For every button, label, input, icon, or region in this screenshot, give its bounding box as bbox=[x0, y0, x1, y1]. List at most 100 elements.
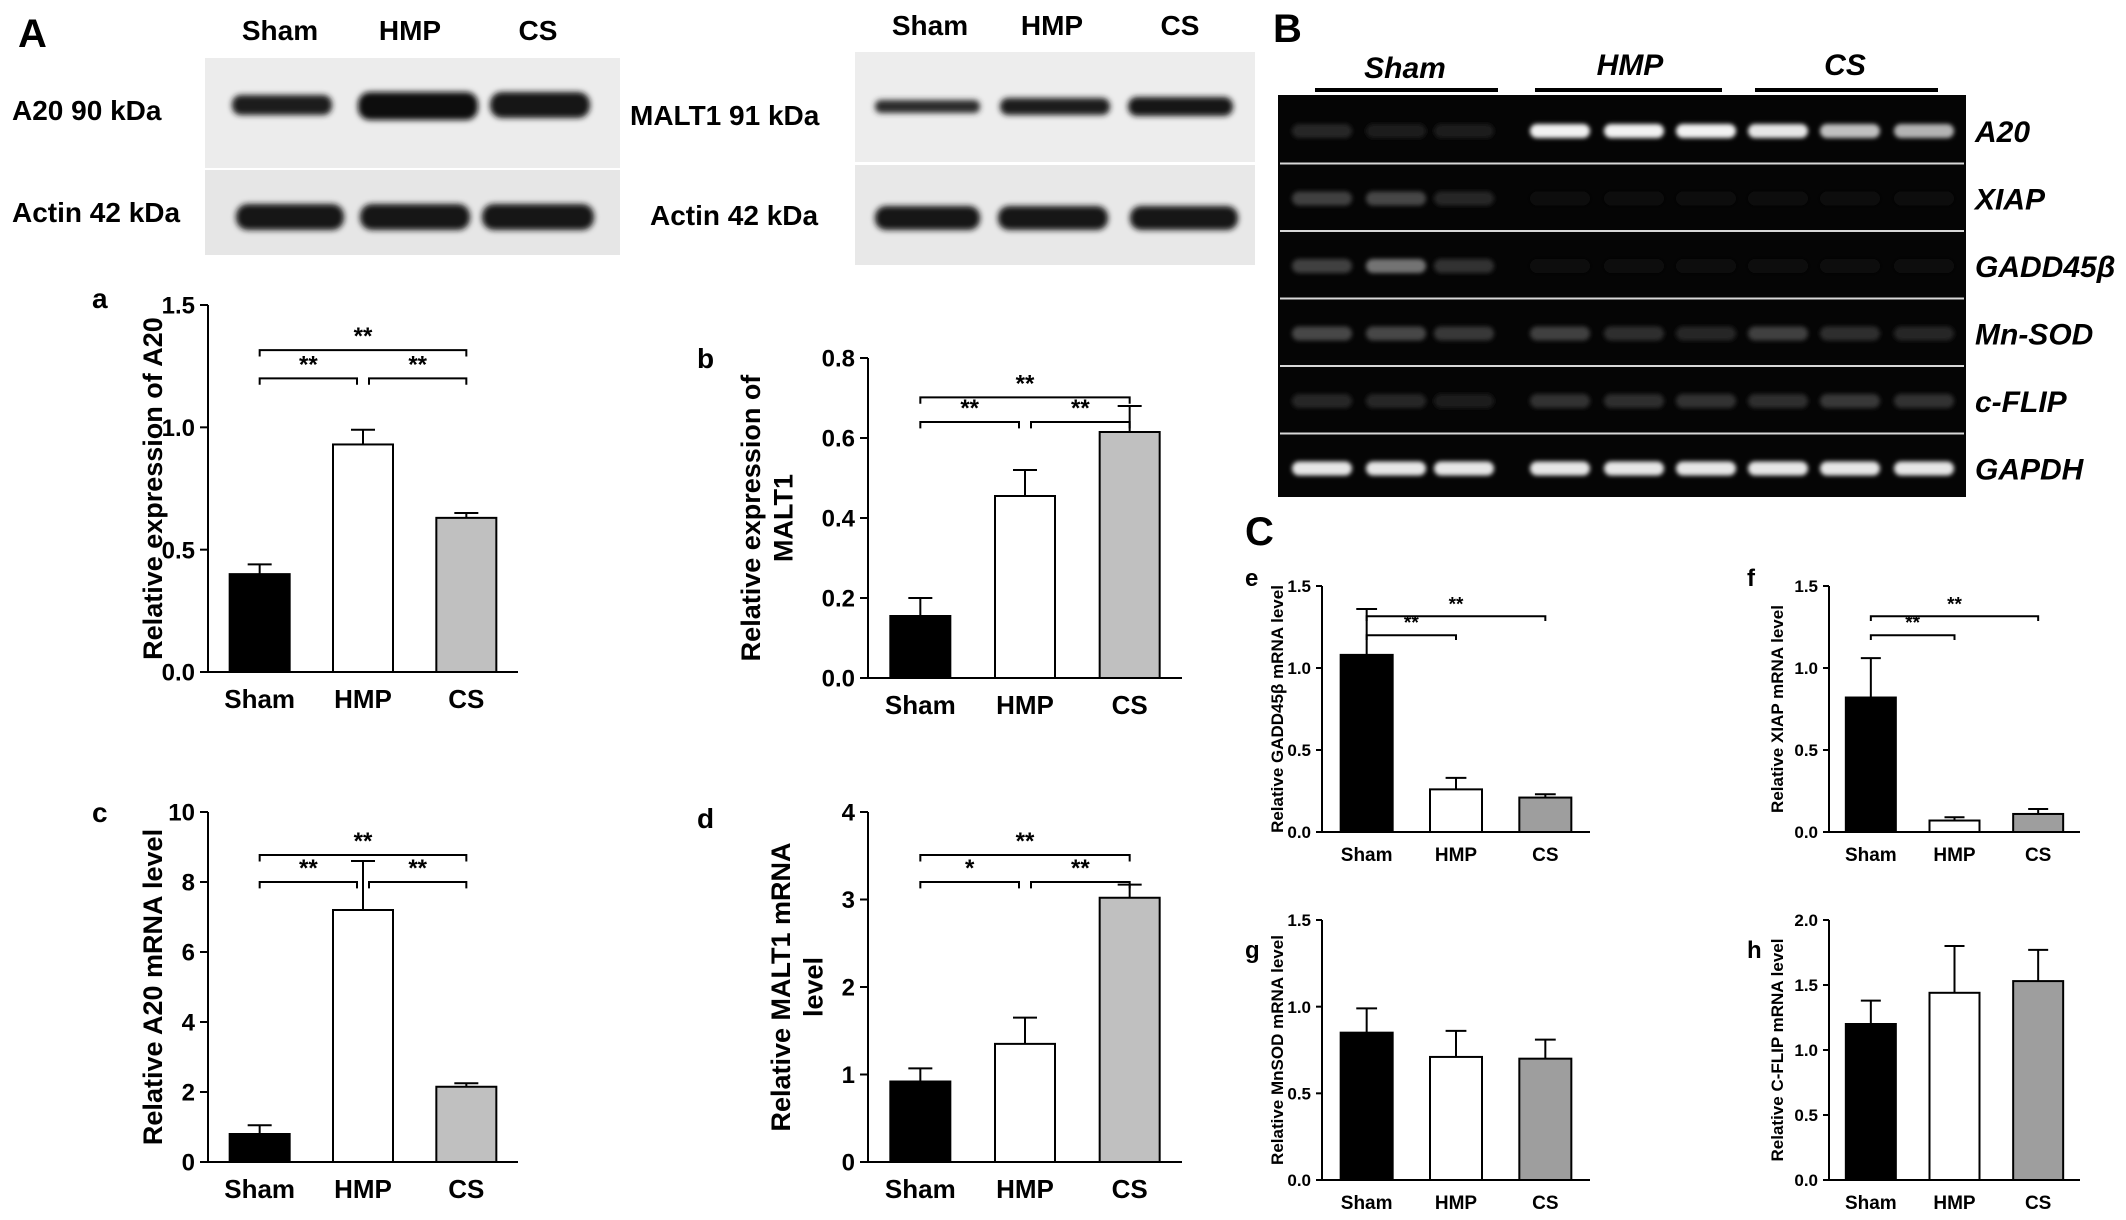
chart-b-bar-sham bbox=[889, 615, 952, 679]
gel-band-a20-lane-6 bbox=[1676, 124, 1736, 138]
blot1-band-a20-sham bbox=[232, 95, 332, 115]
chart-d-y-tick-label: 0 bbox=[842, 1150, 855, 1177]
chart-f-y-tick-label: 1.0 bbox=[1794, 659, 1818, 678]
chart-c-x-label-cs: CS bbox=[448, 1174, 484, 1204]
gel-band-gapdh-lane-2 bbox=[1366, 461, 1426, 476]
gel-band-c-flip-lane-5 bbox=[1604, 394, 1664, 408]
chart-a-sig-label: ** bbox=[354, 323, 373, 350]
blot2-actin-label: Actin 42 kDa bbox=[650, 200, 818, 231]
gel-band-gadd45-lane-7 bbox=[1748, 259, 1808, 273]
chart-h-x-label-hmp: HMP bbox=[1933, 1193, 1976, 1214]
chart-e: e 0.0 0.5 1.0 1.5 Sham HMP CS ** ** Relative GADD4… bbox=[1245, 565, 1590, 866]
gel-band-mn-sod-lane-8 bbox=[1820, 326, 1880, 341]
panel-label-A: A bbox=[18, 12, 47, 56]
gel-band-gadd45-lane-6 bbox=[1676, 259, 1736, 273]
chart-c: c 0 2 4 6 8 10 Sham HMP CS ** ** ** Relative A20 mRNA… bbox=[92, 797, 518, 1204]
chart-f-sig-label: ** bbox=[1947, 594, 1962, 615]
chart-a-sig-label: ** bbox=[299, 351, 318, 378]
gel-row-label-gadd45: GADD45β bbox=[1975, 251, 2115, 284]
chart-h-y-tick-label: 0.0 bbox=[1794, 1171, 1818, 1190]
gel-row-label-gapdh: GAPDH bbox=[1975, 454, 2085, 487]
gel-group-sham: Sham bbox=[1364, 52, 1446, 85]
chart-h-x-label-cs: CS bbox=[2025, 1193, 2051, 1214]
gel-band-gadd45-lane-3 bbox=[1434, 259, 1494, 273]
gel-band-a20-lane-2 bbox=[1366, 124, 1426, 138]
gel-band-gadd45-lane-5 bbox=[1604, 259, 1664, 273]
chart-e-y-axis-title-line: Relative GADD45β mRNA level bbox=[1268, 585, 1287, 833]
blot2-band-actin-cs bbox=[1130, 206, 1238, 230]
chart-b-sig-label: ** bbox=[960, 395, 979, 422]
chart-d-y-axis-title-line: level bbox=[798, 957, 828, 1017]
gel-band-a20-lane-3 bbox=[1434, 124, 1494, 138]
chart-e-sig-bracket bbox=[1365, 615, 1547, 622]
chart-g-y-axis-title: Relative MnSOD mRNA level bbox=[1268, 935, 1287, 1165]
chart-d-sig-label: ** bbox=[1071, 855, 1090, 882]
malt1-western-blot: Sham HMP CS MALT1 91 kDa Actin 42 kDa bbox=[630, 10, 1255, 265]
gel-band-gapdh-lane-9 bbox=[1894, 461, 1954, 476]
chart-a-bar-sham bbox=[228, 573, 291, 674]
blot1-lane-sham: Sham bbox=[242, 15, 318, 46]
gel-band-mn-sod-lane-3 bbox=[1434, 326, 1494, 341]
gel-group-cs: CS bbox=[1824, 49, 1866, 82]
gel-band-c-flip-lane-9 bbox=[1894, 394, 1954, 408]
chart-f: f 0.0 0.5 1.0 1.5 Sham HMP CS ** ** Relative XIAP … bbox=[1747, 565, 2080, 866]
chart-a-y-tick-label: 0.0 bbox=[162, 660, 195, 687]
a20-western-blot: Sham HMP CS A20 90 kDa Actin 42 kDa bbox=[12, 15, 620, 255]
chart-e-x-label-sham: Sham bbox=[1341, 845, 1393, 866]
chart-b-bar-cs bbox=[1098, 431, 1161, 679]
chart-e-x-label-hmp: HMP bbox=[1435, 845, 1478, 866]
chart-c-y-tick-label: 6 bbox=[182, 940, 195, 967]
chart-b-bar-hmp bbox=[994, 495, 1056, 679]
chart-h-y-axis-title: Relative C-FLIP mRNA level bbox=[1768, 939, 1787, 1162]
gel-band-gapdh-lane-4 bbox=[1530, 461, 1590, 476]
chart-g-y-tick-label: 1.0 bbox=[1287, 998, 1311, 1017]
gel-band-gapdh-lane-1 bbox=[1292, 461, 1352, 476]
chart-c-y-tick-label: 8 bbox=[182, 870, 195, 897]
blot1-lane-cs: CS bbox=[519, 15, 558, 46]
chart-a-y-tick-label: 1.0 bbox=[162, 415, 195, 442]
chart-b-panel-label: b bbox=[697, 343, 714, 374]
chart-e-panel-label: e bbox=[1245, 565, 1258, 592]
panel-label-B: B bbox=[1273, 7, 1302, 51]
gel-band-mn-sod-lane-6 bbox=[1676, 326, 1736, 341]
chart-a-panel-label: a bbox=[92, 283, 108, 314]
chart-g-x-label-cs: CS bbox=[1532, 1193, 1558, 1214]
gel-band-c-flip-lane-6 bbox=[1676, 394, 1736, 408]
chart-f-sig-bracket bbox=[1869, 634, 1956, 640]
gel-band-xiap-lane-5 bbox=[1604, 191, 1664, 206]
chart-c-sig-label: ** bbox=[408, 855, 427, 882]
blot1-band-actin-cs bbox=[482, 204, 594, 230]
chart-a-x-label-hmp: HMP bbox=[334, 684, 392, 714]
chart-d-y-axis-title: Relative MALT1 mRNAlevel bbox=[766, 842, 828, 1131]
chart-a-sig-bracket bbox=[258, 349, 468, 357]
blot1-band-a20-hmp bbox=[358, 92, 478, 120]
blot1-actin-label: Actin 42 kDa bbox=[12, 197, 180, 228]
chart-d-x-label-hmp: HMP bbox=[996, 1174, 1054, 1204]
gel-band-mn-sod-lane-9 bbox=[1894, 326, 1954, 341]
chart-g-y-tick-label: 1.5 bbox=[1287, 911, 1311, 930]
chart-c-x-label-sham: Sham bbox=[224, 1174, 295, 1204]
rt-pcr-gel: Sham HMP CS A20 XIAP GADD45β Mn-SOD c-FLIP GA… bbox=[1278, 49, 2115, 497]
chart-d-y-tick-label: 4 bbox=[842, 800, 856, 827]
gel-band-xiap-lane-7 bbox=[1748, 191, 1808, 206]
gel-band-xiap-lane-2 bbox=[1366, 191, 1426, 206]
gel-band-gapdh-lane-3 bbox=[1434, 461, 1494, 476]
gel-band-a20-lane-4 bbox=[1530, 124, 1590, 138]
chart-g-bar-hmp bbox=[1429, 1055, 1483, 1182]
gel-band-a20-lane-9 bbox=[1894, 124, 1954, 138]
gel-row-label-a20: A20 bbox=[1974, 116, 2030, 149]
chart-a-bar-cs bbox=[435, 516, 498, 673]
chart-a-y-tick-label: 1.5 bbox=[162, 293, 195, 320]
gel-band-xiap-lane-3 bbox=[1434, 191, 1494, 206]
gel-band-a20-lane-5 bbox=[1604, 124, 1664, 138]
chart-c-y-tick-label: 10 bbox=[168, 800, 195, 827]
chart-a-y-axis-title: Relative expression of A20 bbox=[138, 317, 168, 660]
chart-c-panel-label: c bbox=[92, 797, 108, 828]
gel-band-c-flip-lane-1 bbox=[1292, 394, 1352, 408]
chart-h-bar-sham bbox=[1844, 1023, 1897, 1181]
chart-b-sig-label: ** bbox=[1071, 395, 1090, 422]
blot2-band-actin-sham bbox=[875, 206, 980, 230]
panel-label-C: C bbox=[1245, 510, 1274, 554]
